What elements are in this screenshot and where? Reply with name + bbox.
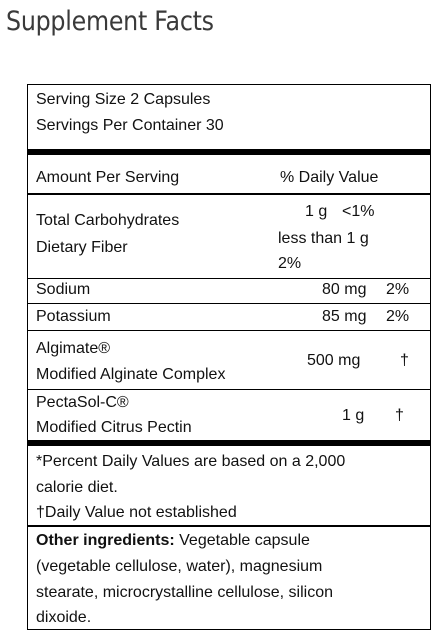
algimate-label: Algimate® [36, 340, 111, 357]
total-carbohydrates-label: Total Carbohydrates [36, 212, 180, 229]
divider-thick [28, 440, 430, 446]
dietary-fiber-label: Dietary Fiber [36, 239, 128, 256]
other-ingredients-text: stearate, microcrystalline cellulose, si… [36, 584, 333, 601]
carbs-amount: 1 g [305, 203, 328, 220]
divider [28, 525, 430, 527]
dagger-footnote: †Daily Value not established [36, 504, 237, 521]
algimate-dv: † [400, 352, 409, 369]
divider [28, 303, 430, 304]
divider [28, 193, 430, 195]
pectasol-label: PectaSol-C® [36, 394, 129, 411]
sodium-amount: 80 mg [322, 281, 367, 298]
serving-size: Serving Size 2 Capsules [36, 91, 211, 108]
potassium-label: Potassium [36, 308, 111, 325]
fiber-dv: 2% [278, 255, 302, 272]
divider-thick [28, 149, 430, 155]
other-ingredients-label: Other ingredients: [36, 532, 175, 549]
divider [28, 278, 430, 279]
other-ingredients-line: Other ingredients: Vegetable capsule [36, 528, 310, 554]
divider [28, 330, 430, 331]
divider [28, 389, 430, 390]
potassium-dv: 2% [386, 308, 410, 325]
daily-values-footnote-cont: calorie diet. [36, 479, 118, 496]
fiber-amount: less than 1 g [278, 230, 369, 247]
pectasol-dv: † [395, 407, 404, 424]
page-title: Supplement Facts [6, 6, 214, 37]
carbs-dv: <1% [342, 203, 375, 220]
sodium-dv: 2% [386, 281, 410, 298]
sodium-label: Sodium [36, 281, 91, 298]
amount-per-serving-header: Amount Per Serving [36, 169, 180, 186]
pectasol-description: Modified Citrus Pectin [36, 419, 192, 436]
daily-value-header: % Daily Value [280, 169, 379, 186]
servings-per-container: Servings Per Container 30 [36, 117, 224, 134]
algimate-amount: 500 mg [307, 352, 361, 369]
potassium-amount: 85 mg [322, 308, 367, 325]
other-ingredients-text: dixoide. [36, 609, 92, 626]
other-ingredients-text: Vegetable capsule [174, 532, 310, 549]
daily-values-footnote: *Percent Daily Values are based on a 2,0… [36, 453, 346, 470]
algimate-description: Modified Alginate Complex [36, 366, 226, 383]
other-ingredients-text: (vegetable cellulose, water), magnesium [36, 558, 323, 575]
supplement-facts-panel: Serving Size 2 Capsules Servings Per Con… [27, 84, 431, 630]
pectasol-amount: 1 g [342, 407, 365, 424]
